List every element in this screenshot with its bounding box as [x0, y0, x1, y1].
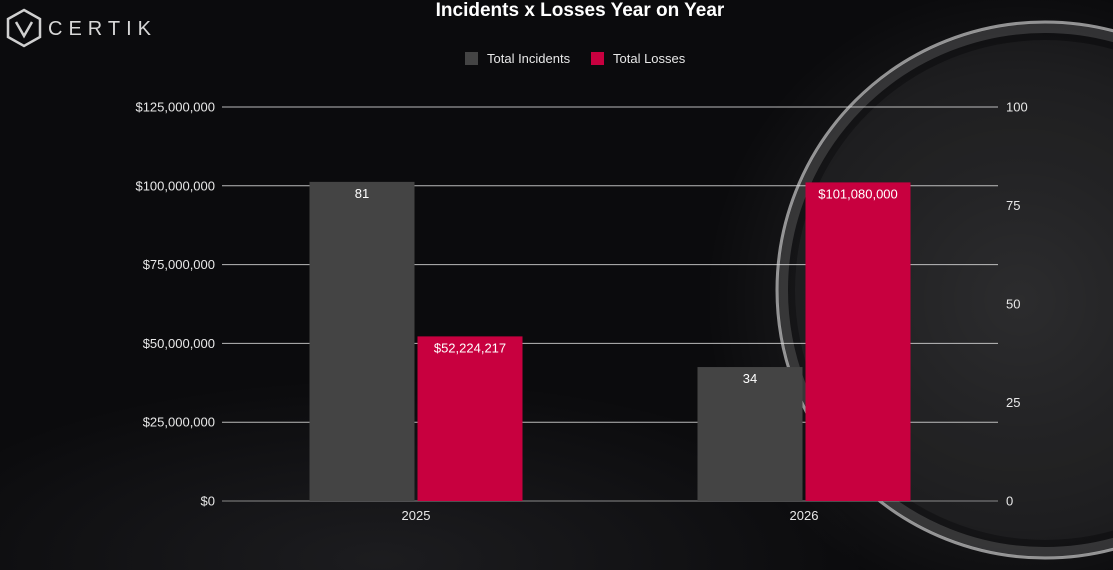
- x-axis: 2025 2026: [402, 508, 819, 523]
- bar-total-incidents-2025: [309, 181, 415, 502]
- right-axis: 0 25 50 75 100: [1006, 100, 1028, 509]
- legend-swatch-total-losses: [591, 52, 604, 65]
- bar-data-label: $52,224,217: [434, 340, 506, 355]
- x-tick-label: 2025: [402, 508, 431, 523]
- legend-label-total-incidents: Total Incidents: [487, 51, 571, 66]
- left-tick-label: $125,000,000: [135, 100, 215, 115]
- legend-label-total-losses: Total Losses: [613, 51, 686, 66]
- right-tick-label: 75: [1006, 198, 1020, 213]
- right-tick-label: 100: [1006, 100, 1028, 115]
- right-tick-label: 25: [1006, 395, 1020, 410]
- brand-name: CERTIK: [48, 18, 157, 40]
- left-tick-label: $0: [201, 494, 215, 509]
- right-tick-label: 50: [1006, 297, 1020, 312]
- certik-logo-icon: [6, 8, 42, 48]
- chart-title: Incidents x Losses Year on Year: [436, 0, 725, 21]
- x-tick-label: 2026: [790, 508, 819, 523]
- bar-total-losses-2026: [805, 182, 911, 501]
- brand: CERTIK: [6, 8, 157, 48]
- bar-data-label: 34: [743, 371, 757, 386]
- bar-data-label: $101,080,000: [818, 186, 898, 201]
- bar-total-losses-2025: [417, 336, 523, 501]
- bar-total-incidents-2026: [697, 367, 803, 501]
- left-tick-label: $50,000,000: [143, 336, 215, 351]
- left-tick-label: $100,000,000: [135, 178, 215, 193]
- bars: 81 $52,224,217 34 $101,080,000: [309, 181, 911, 502]
- left-axis: $0 $25,000,000 $50,000,000 $75,000,000 $100,…: [135, 100, 215, 509]
- legend-swatch-total-incidents: [465, 52, 478, 65]
- bar-data-label: 81: [355, 186, 369, 201]
- left-tick-label: $25,000,000: [143, 415, 215, 430]
- legend: Total Incidents Total Losses: [465, 51, 686, 66]
- right-tick-label: 0: [1006, 494, 1013, 509]
- left-tick-label: $75,000,000: [143, 257, 215, 272]
